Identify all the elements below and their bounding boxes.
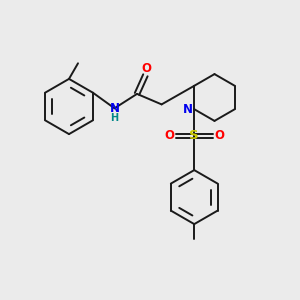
Text: O: O: [214, 129, 224, 142]
Text: H: H: [110, 113, 118, 123]
Text: N: N: [182, 103, 192, 116]
Text: S: S: [189, 129, 199, 142]
Text: O: O: [164, 129, 174, 142]
Text: N: N: [110, 102, 119, 115]
Text: O: O: [142, 62, 152, 75]
